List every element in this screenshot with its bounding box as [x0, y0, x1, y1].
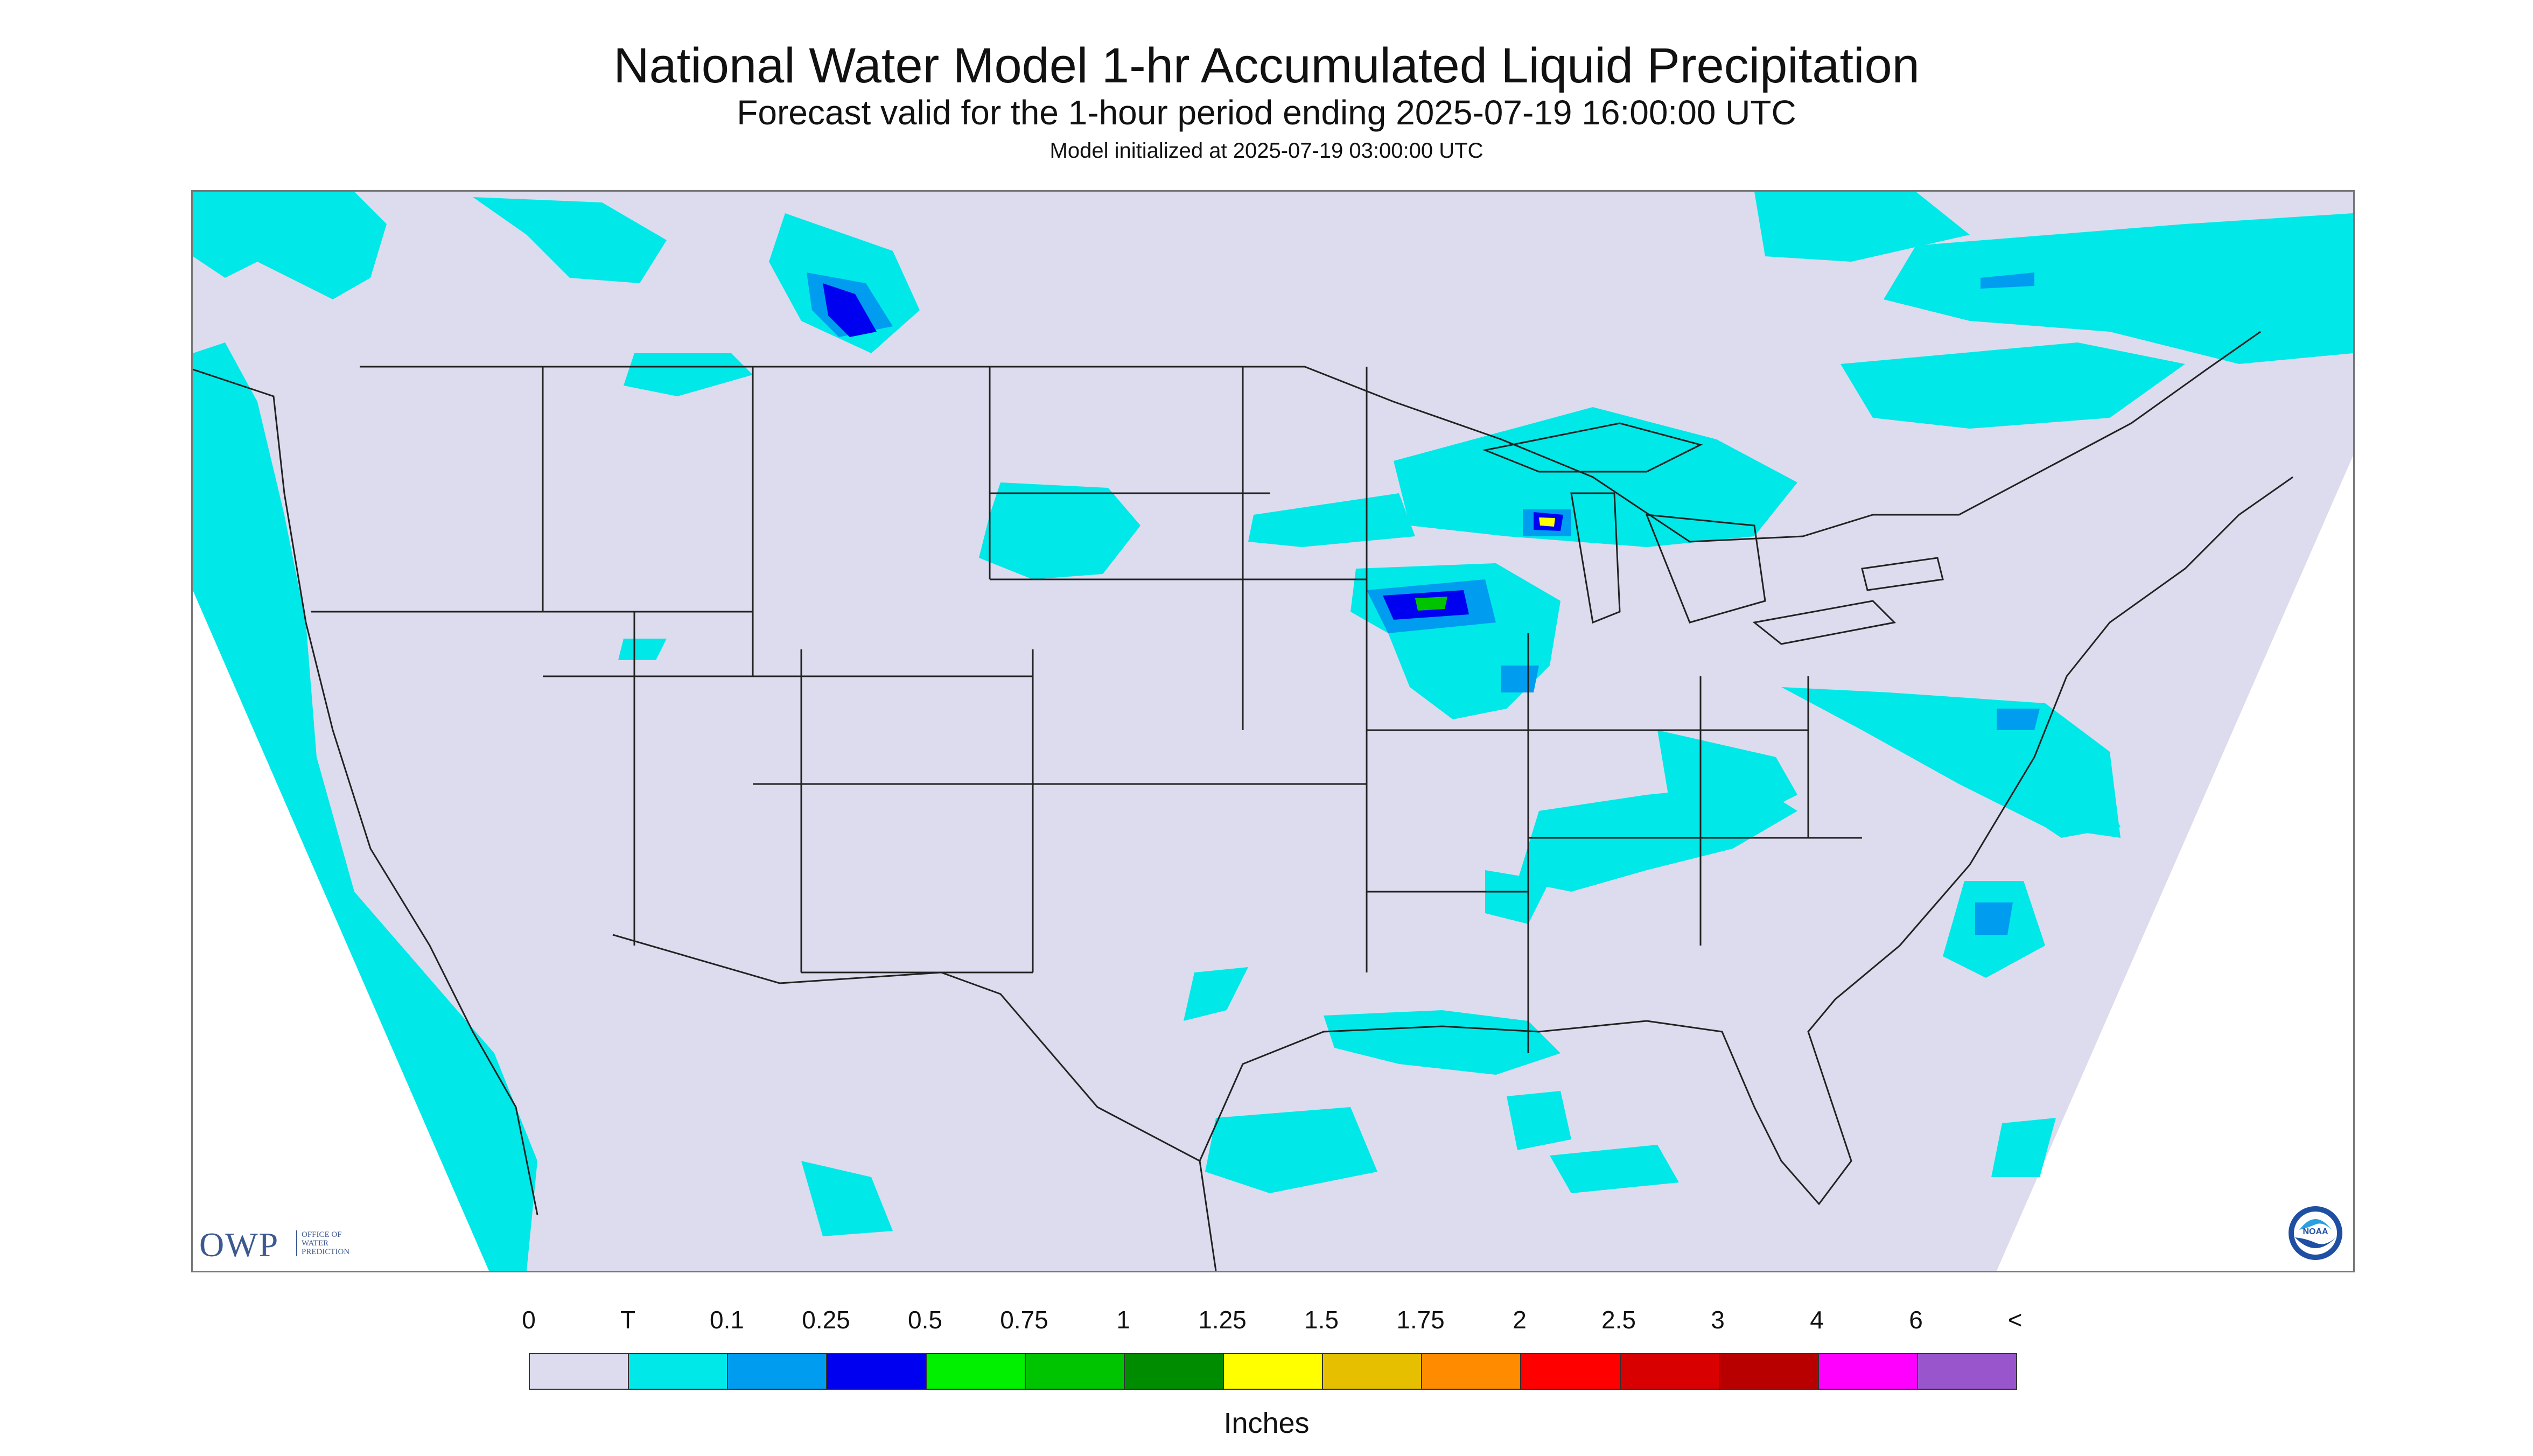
- political-borders: [193, 331, 2293, 1271]
- precip-delaware-core: [1997, 709, 2040, 730]
- precip-canada-prairies: [473, 197, 667, 283]
- legend-tick-label: 2: [1513, 1306, 1527, 1334]
- legend-swatch-0: [530, 1354, 629, 1389]
- precip-michigan-heavy: [1539, 517, 1555, 527]
- precip-quebec-streak: [1981, 272, 2034, 289]
- legend-tick-label: 1.75: [1396, 1306, 1445, 1334]
- precip-south-dakota: [979, 482, 1140, 579]
- precip-eastern-canada: [1754, 192, 1970, 262]
- legend-swatch-6: [1124, 1354, 1224, 1389]
- noaa-logo: NOAA: [2287, 1205, 2343, 1264]
- legend-swatch-7: [1223, 1354, 1324, 1389]
- legend-swatch-3: [827, 1354, 927, 1389]
- precip-quebec-band: [1884, 213, 2353, 364]
- legend-colorbar: [529, 1353, 2017, 1390]
- owp-logo: OWP OFFICE OF WATER PREDICTION: [199, 1225, 349, 1265]
- gulf-coastline: [1199, 476, 2293, 1206]
- owp-logo-subtitle: OFFICE OF WATER PREDICTION: [296, 1230, 366, 1256]
- precip-gulf-east: [1550, 1145, 1679, 1193]
- legend-tick-label: T: [620, 1306, 636, 1334]
- precip-pacific-coast: [193, 342, 537, 1271]
- legend-tick-label: 0.5: [908, 1306, 942, 1334]
- legend-tick-label: 1: [1116, 1306, 1130, 1334]
- owp-logo-mark: OWP: [199, 1226, 279, 1264]
- us-mexico-border: [612, 934, 1217, 1271]
- legend-swatch-10: [1521, 1354, 1621, 1389]
- precip-texas-cell: [1184, 967, 1248, 1021]
- legend-tick-label: 0: [522, 1306, 536, 1334]
- pacific-coastline: [193, 368, 538, 1215]
- legend-tick-label: 4: [1810, 1306, 1824, 1334]
- precip-minnesota-band: [1248, 493, 1415, 547]
- legend-tick-label: 3: [1711, 1306, 1725, 1334]
- legend-tick-label: 0.25: [802, 1306, 850, 1334]
- precip-gulf-coast: [1324, 1010, 1561, 1075]
- legend-tick-label: <: [2007, 1306, 2023, 1334]
- precip-gulf-west: [1205, 1107, 1377, 1193]
- legend-tick-label: 0.75: [1000, 1306, 1048, 1334]
- noaa-logo-text: NOAA: [2303, 1227, 2328, 1236]
- legend-swatch-14: [1918, 1354, 2017, 1389]
- legend-tick-label: 2.5: [1601, 1306, 1636, 1334]
- map-canvas: [193, 192, 2353, 1271]
- model-init-caption: Model initialized at 2025-07-19 03:00:00…: [1049, 139, 1484, 163]
- noaa-seal-icon: NOAA: [2289, 1206, 2342, 1260]
- precip-mexico-coast: [801, 1161, 893, 1236]
- legend-labels: 0 T 0.1 0.25 0.5 0.75 1 1.25 1.5 1.75 2 2.5 3 4 6 <: [0, 1305, 2533, 1343]
- precip-great-lakes-north: [1394, 407, 1797, 547]
- precip-alabama: [1485, 870, 1550, 924]
- precip-heavy-areas: [1415, 517, 1555, 611]
- precip-illinois-core: [1501, 666, 1539, 692]
- legend-tick-label: 0.1: [710, 1306, 744, 1334]
- great-lakes-outline: [1482, 422, 1944, 645]
- state-lines-horizontal: [311, 492, 1862, 974]
- precip-gulf-south: [1507, 1091, 1571, 1150]
- legend-tick-label: 1.5: [1304, 1306, 1339, 1334]
- precip-alberta-max: [823, 283, 877, 337]
- legend-swatch-2: [728, 1354, 828, 1389]
- legend-tick-label: 6: [1909, 1306, 1923, 1334]
- precip-montana-blob: [624, 353, 753, 396]
- legend-swatch-9: [1422, 1354, 1522, 1389]
- forecast-valid-subtitle: Forecast valid for the 1-hour period end…: [737, 93, 1796, 132]
- precip-wisconsin-heavy: [1415, 597, 1447, 611]
- map-title: National Water Model 1-hr Accumulated Li…: [613, 38, 1920, 93]
- legend-swatch-4: [926, 1354, 1026, 1389]
- precip-atlantic-south: [1991, 1118, 2056, 1177]
- legend-swatch-11: [1620, 1354, 1720, 1389]
- domain-mask-right: [1997, 456, 2353, 1271]
- legend-swatch-1: [629, 1354, 729, 1389]
- legend-units: Inches: [1223, 1407, 1310, 1439]
- legend-swatch-13: [1818, 1354, 1918, 1389]
- legend-swatch-12: [1719, 1354, 1819, 1389]
- legend-tick-label: 1.25: [1198, 1306, 1247, 1334]
- legend-swatch-5: [1025, 1354, 1125, 1389]
- precip-bc-north: [193, 192, 387, 299]
- precip-wyoming-blob: [618, 639, 667, 660]
- precip-atlantic-core: [1975, 902, 2013, 935]
- legend-swatch-8: [1323, 1354, 1423, 1389]
- precipitation-map: [191, 190, 2355, 1272]
- precip-ontario-band: [1841, 342, 2185, 429]
- us-canada-border: [360, 331, 2261, 543]
- state-lines-vertical: [542, 367, 1809, 1053]
- precip-atlantic-north: [2013, 752, 2121, 838]
